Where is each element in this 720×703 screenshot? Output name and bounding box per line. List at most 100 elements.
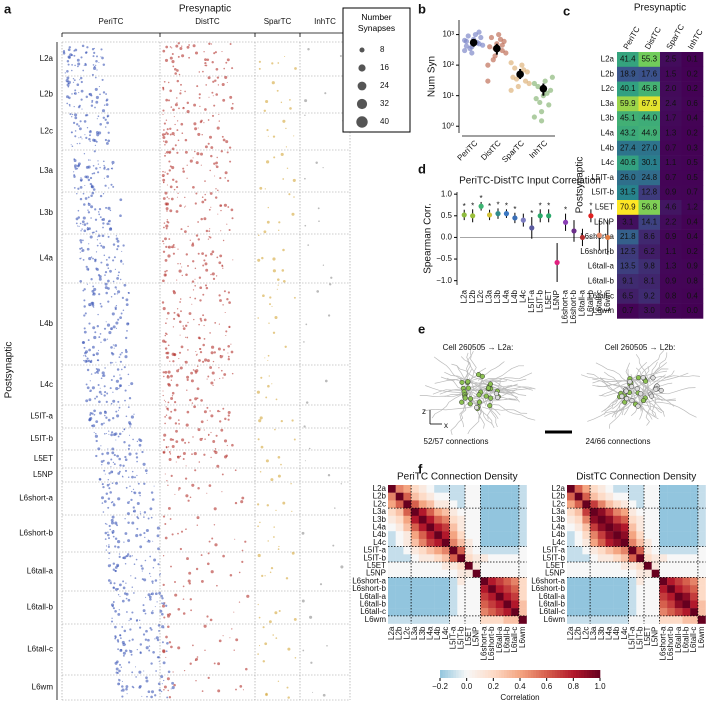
raster-dot <box>278 221 280 223</box>
raster-dot <box>116 277 119 280</box>
matrix-cell <box>419 608 427 616</box>
cell-label: 6.5 <box>622 291 634 300</box>
matrix-cell <box>480 601 488 609</box>
raster-dot <box>168 344 170 346</box>
raster-dot <box>111 161 114 164</box>
raster-dot <box>83 305 85 307</box>
raster-dot <box>229 146 231 148</box>
matrix-cell <box>496 500 504 508</box>
raster-dot <box>115 269 116 270</box>
synapse-site <box>629 384 634 389</box>
matrix-cell <box>504 493 512 501</box>
raster-dot <box>187 379 189 381</box>
raster-dot <box>222 268 223 269</box>
raster-dot <box>163 661 166 664</box>
raster-dot <box>69 113 71 115</box>
colorbar-segment <box>555 670 558 678</box>
colorbar-segment <box>488 670 491 678</box>
raster-dot <box>177 313 180 316</box>
matrix-cell <box>411 608 419 616</box>
raster-dot <box>84 327 86 329</box>
raster-dot <box>165 605 167 607</box>
matrix-cell <box>457 485 465 493</box>
colorbar-segment <box>547 670 550 678</box>
matrix-cell <box>411 593 419 601</box>
raster-dot <box>111 581 112 582</box>
raster-dot <box>185 325 187 327</box>
row-label: L2a <box>40 54 54 63</box>
y-tick-label: 1.0 <box>441 189 453 198</box>
raster-dot <box>111 379 113 381</box>
raster-dot <box>281 102 282 103</box>
matrix-cell <box>567 577 575 585</box>
raster-dot <box>105 126 107 128</box>
raster-dot <box>328 474 330 476</box>
raster-dot <box>198 428 201 431</box>
raster-dot <box>227 206 229 208</box>
raster-dot <box>106 122 109 125</box>
raster-dot <box>68 48 71 51</box>
matrix-cell <box>504 485 512 493</box>
matrix-cell <box>606 500 614 508</box>
point <box>538 213 543 218</box>
raster-dot <box>90 380 91 381</box>
raster-dot <box>163 555 164 556</box>
raster-dot <box>116 289 117 290</box>
raster-dot <box>212 115 214 117</box>
raster-dot <box>94 48 95 49</box>
matrix-cell <box>450 547 458 555</box>
matrix-cell <box>598 601 606 609</box>
raster-dot <box>279 610 281 612</box>
matrix-cell <box>403 601 411 609</box>
point <box>537 100 542 105</box>
raster-dot <box>111 168 113 170</box>
raster-dot <box>138 483 140 485</box>
point <box>597 233 602 238</box>
raster-dot <box>245 668 248 671</box>
matrix-cell <box>465 493 473 501</box>
raster-dot <box>130 575 131 576</box>
point <box>512 215 517 220</box>
axis-glyph-label: z <box>422 407 426 416</box>
cell-label: 0.1 <box>687 55 699 64</box>
row-label: L3b <box>40 208 54 217</box>
matrix-cell <box>419 601 427 609</box>
raster-dot <box>68 97 71 100</box>
matrix-cell <box>496 493 504 501</box>
matrix-cell <box>698 539 706 547</box>
raster-dot <box>170 411 172 413</box>
cell-label: 55.3 <box>641 55 657 64</box>
raster-dot <box>165 537 168 540</box>
raster-dot <box>123 429 125 431</box>
raster-dot <box>116 305 117 306</box>
matrix-cell <box>396 524 404 532</box>
matrix-cell <box>388 554 396 562</box>
matrix-cell <box>636 562 644 570</box>
raster-dot <box>113 601 115 603</box>
point <box>462 38 467 43</box>
raster-dot <box>98 350 99 351</box>
raster-dot <box>108 497 110 499</box>
raster-dot <box>218 348 221 351</box>
cell-label: 0.7 <box>665 173 677 182</box>
raster-dot <box>105 474 106 475</box>
matrix-cell <box>629 562 637 570</box>
raster-dot <box>211 43 212 44</box>
matrix-cell <box>411 547 419 555</box>
point <box>503 50 508 55</box>
matrix-cell <box>388 485 396 493</box>
matrix-cell <box>629 577 637 585</box>
row-label: L4b <box>40 319 54 328</box>
matrix-cell <box>613 593 621 601</box>
synapse-site <box>649 394 654 399</box>
raster-dot <box>223 240 224 241</box>
raster-dot <box>228 301 231 304</box>
point <box>588 213 593 218</box>
raster-dot <box>184 361 185 362</box>
matrix-cell <box>598 593 606 601</box>
raster-dot <box>151 517 153 519</box>
raster-dot <box>196 234 198 236</box>
matrix-cell <box>683 493 691 501</box>
matrix-cell <box>598 554 606 562</box>
significance-star: * <box>480 194 483 203</box>
